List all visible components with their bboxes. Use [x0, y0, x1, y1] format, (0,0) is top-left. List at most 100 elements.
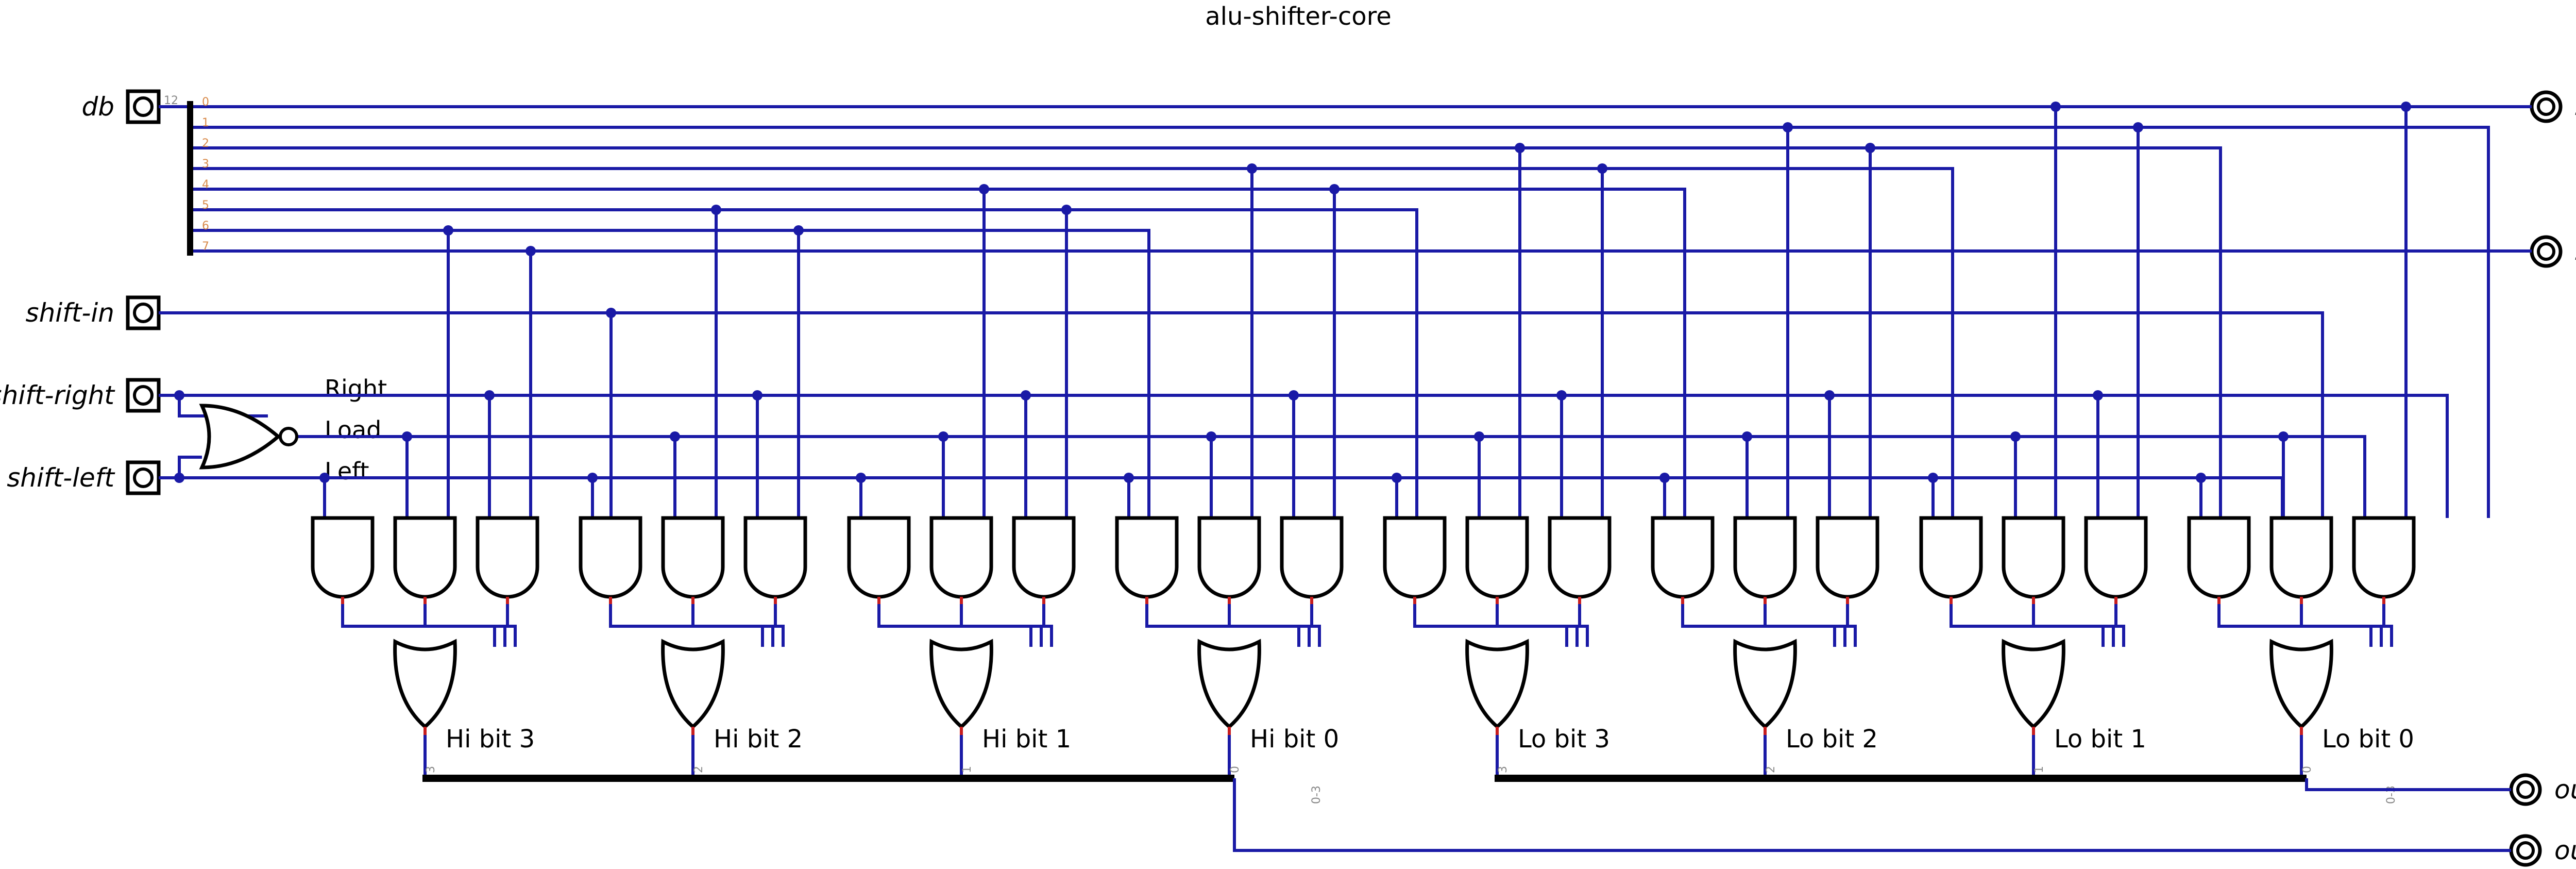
wire-junction	[1124, 473, 1134, 483]
merge-index-label: 1	[2033, 766, 2046, 773]
merge-index-label: 3	[425, 766, 437, 773]
wire-junction	[402, 431, 412, 442]
split-index-label: 3	[202, 158, 209, 171]
wire-junction	[670, 431, 680, 442]
db-row-5	[193, 208, 1418, 518]
wire-junction	[2401, 102, 2411, 112]
and-output	[2114, 597, 2125, 647]
wire-junction	[1021, 390, 1031, 400]
wire-junction	[2196, 473, 2206, 483]
and-gate	[1383, 516, 1447, 599]
right-line	[159, 394, 2449, 518]
output-label-out-low: out-low	[2554, 775, 2576, 805]
and-gate	[1115, 516, 1179, 599]
wire-junction	[587, 473, 598, 483]
wire-junction	[1474, 431, 1484, 442]
and-output	[2382, 597, 2393, 647]
and-gate	[1816, 516, 1879, 599]
and-output	[2032, 597, 2115, 647]
merge-index-label: 1	[961, 766, 974, 773]
and-gate	[1465, 516, 1529, 599]
wire-junction	[1392, 473, 1402, 483]
wire-junction	[1597, 163, 1607, 174]
split-index-label: 7	[202, 240, 209, 253]
input-label-db: db	[82, 92, 114, 122]
signal-label-right: Right	[325, 375, 387, 403]
wire-junction	[1742, 431, 1752, 442]
wire-junction	[979, 184, 989, 194]
db-row-1	[193, 126, 2490, 518]
and-output	[1764, 597, 1846, 647]
split-index-label: 0	[202, 96, 209, 109]
and-output	[691, 597, 774, 647]
shift-in-wire	[159, 311, 2324, 518]
and-gate	[1733, 516, 1797, 599]
and-output	[1042, 597, 1053, 647]
nor-in-right	[178, 395, 202, 417]
wire-junction	[2133, 122, 2143, 132]
wire-junction	[938, 431, 948, 442]
wire-junction	[2278, 431, 2289, 442]
and-output	[1496, 597, 1579, 647]
or-gate	[393, 639, 457, 729]
and-gate	[2269, 516, 2333, 599]
bit-label: Hi bit 0	[1250, 725, 1339, 754]
input-label-shift-in: shift-in	[26, 298, 114, 328]
and-output	[506, 597, 517, 647]
wire-junction	[1206, 431, 1216, 442]
db-row-4	[193, 188, 1686, 518]
output-pin-shift-db7[interactable]	[2530, 235, 2563, 268]
and-output	[1950, 597, 2105, 647]
and-output	[1681, 597, 1836, 647]
wire-junction	[711, 205, 721, 215]
bit-label: Lo bit 2	[1786, 725, 1878, 754]
and-gate	[1651, 516, 1715, 599]
input-pin-shift-in[interactable]	[126, 295, 161, 330]
and-output	[423, 597, 506, 647]
and-output	[877, 597, 1032, 647]
wire-junction	[2050, 102, 2061, 112]
and-output	[609, 597, 764, 647]
output-pin-out-low[interactable]	[2509, 773, 2542, 806]
merge-index-label: 0	[2301, 766, 2314, 773]
input-pin-shift-right[interactable]	[126, 378, 161, 413]
out-high-wire	[1233, 778, 2511, 852]
and-gate	[929, 516, 993, 599]
junction-layer	[174, 102, 2411, 483]
merge-index-label: 2	[1765, 766, 1777, 773]
or-gate	[1733, 639, 1797, 729]
output-pin-out-high[interactable]	[2509, 834, 2542, 867]
input-pin-db[interactable]	[126, 89, 161, 124]
wire-junction	[484, 390, 495, 400]
db-row-2	[193, 146, 2222, 518]
merge-index-label: 2	[692, 766, 705, 773]
and-gate	[1548, 516, 1612, 599]
and-output	[341, 597, 496, 647]
wire-junction	[2093, 390, 2103, 400]
split-index-label: 1	[202, 116, 209, 129]
merge-index-label: 0	[1229, 766, 1242, 773]
db-row-6	[193, 229, 1150, 518]
input-label-shift-right: shift-right	[0, 380, 115, 410]
or-gate	[1197, 639, 1261, 729]
and-output	[774, 597, 785, 647]
wire-junction	[1783, 122, 1793, 132]
and-output	[1310, 597, 1321, 647]
and-gate	[1012, 516, 1076, 599]
or-gate	[929, 639, 993, 729]
wire-junction	[1556, 390, 1567, 400]
and-gate	[2352, 516, 2416, 599]
and-gate	[311, 516, 375, 599]
output-label-shift-db7: shift-db7	[2575, 237, 2576, 266]
and-gate	[743, 516, 807, 599]
and-gate	[1280, 516, 1344, 599]
output-pin-shift-db0[interactable]	[2530, 90, 2563, 123]
input-pin-shift-left[interactable]	[126, 460, 161, 495]
and-gate	[2084, 516, 2148, 599]
and-gate	[393, 516, 457, 599]
or-gate	[2002, 639, 2065, 729]
signal-label-load: Load	[325, 416, 381, 444]
db-splitter-bar	[187, 101, 193, 256]
diagram-title: alu-shifter-core	[1205, 2, 1392, 31]
and-gate	[661, 516, 725, 599]
